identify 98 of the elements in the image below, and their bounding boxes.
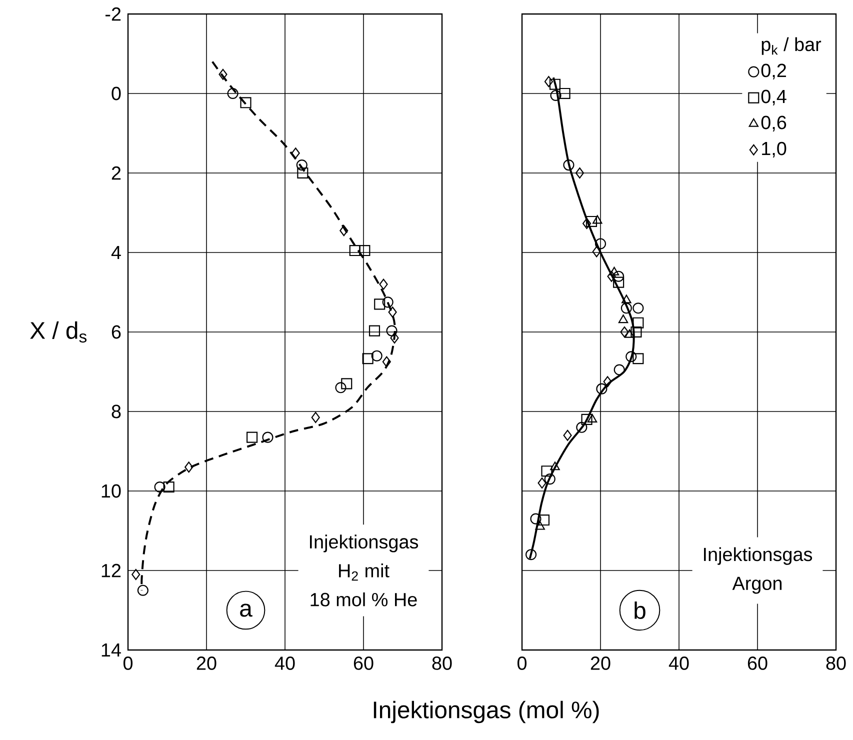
point	[154, 481, 166, 493]
x-tick-label: 20	[196, 656, 216, 670]
point	[379, 278, 388, 290]
point	[246, 432, 258, 443]
y-tick-label: 2	[112, 166, 121, 180]
point	[544, 474, 556, 485]
point	[594, 238, 606, 250]
legend-label: 0,6	[761, 116, 786, 132]
x-tick-label: 60	[748, 656, 768, 670]
point	[559, 88, 570, 100]
point	[340, 225, 348, 236]
point	[359, 244, 370, 256]
legend-label: 0,2	[761, 64, 786, 80]
x-tick-label: 60	[354, 656, 374, 670]
point	[626, 351, 637, 362]
y-tick-label: 0	[112, 86, 121, 100]
point	[382, 296, 394, 308]
point	[607, 270, 616, 282]
x-tick-label: 40	[668, 656, 689, 670]
point	[603, 376, 612, 388]
x-tick-label: 0	[123, 656, 133, 670]
point	[137, 584, 148, 596]
point	[218, 68, 228, 80]
point	[368, 325, 380, 336]
point	[582, 218, 592, 230]
point	[550, 90, 562, 102]
x-tick-label: 40	[274, 656, 295, 670]
point	[240, 97, 252, 108]
point	[544, 76, 553, 88]
point	[586, 216, 598, 228]
point	[613, 270, 624, 282]
point	[622, 294, 632, 304]
annotation: a	[240, 604, 252, 617]
point	[575, 167, 584, 179]
point	[576, 422, 588, 433]
point	[592, 246, 601, 258]
point	[620, 326, 629, 338]
point	[371, 350, 382, 362]
point	[262, 432, 274, 443]
y-tick-label: 10	[102, 484, 121, 498]
annotation: Argon	[732, 576, 782, 594]
point	[297, 167, 308, 179]
y-axis-title: X / d$_{s}$	[30, 321, 87, 343]
annotation: H$_{2}$ mit	[339, 564, 390, 581]
x-tick-label: 80	[826, 656, 846, 670]
point	[563, 160, 574, 171]
annotation: b	[634, 601, 646, 620]
point	[632, 353, 644, 364]
point	[550, 462, 560, 470]
point	[632, 302, 644, 314]
point	[341, 378, 352, 390]
x-axis-title: Injektionsgas (mol %)	[374, 700, 599, 724]
point	[390, 332, 399, 344]
annotation: Injektionsgas	[704, 547, 812, 565]
annotation: 18 mol % He	[310, 592, 417, 606]
point	[382, 356, 391, 368]
point	[386, 325, 398, 336]
point	[538, 514, 550, 526]
legend-label: 1,0	[762, 142, 786, 158]
point	[620, 302, 632, 314]
point	[630, 326, 642, 338]
point	[613, 276, 624, 288]
y-tick-label: -2	[106, 7, 121, 21]
point	[618, 314, 628, 324]
point	[335, 382, 346, 394]
point	[291, 148, 300, 159]
x-tick-label: 0	[517, 656, 527, 670]
point	[132, 568, 140, 580]
point	[592, 215, 602, 224]
x-tick-label: 20	[590, 656, 610, 670]
point	[349, 244, 360, 256]
point	[311, 412, 320, 423]
y-tick-label: 8	[112, 404, 121, 418]
point	[596, 383, 608, 394]
point	[296, 160, 308, 171]
point	[581, 414, 592, 425]
point	[609, 266, 620, 276]
point	[184, 462, 194, 473]
point	[362, 353, 374, 364]
y-tick-label: 6	[112, 325, 121, 339]
point	[549, 78, 561, 90]
point	[388, 306, 397, 318]
annotation: Injektionsgas	[310, 534, 418, 552]
point	[227, 88, 238, 100]
y-tick-label: 14	[102, 643, 121, 657]
y-tick-label: 4	[111, 246, 121, 260]
point	[632, 317, 644, 328]
point	[624, 329, 634, 338]
legend-title: p$_{k}$ / bar	[762, 37, 822, 55]
y-tick-label: 12	[102, 564, 121, 578]
point	[614, 364, 625, 376]
x-tick-label: 80	[432, 656, 452, 670]
point	[374, 298, 386, 310]
point	[563, 430, 572, 441]
point	[587, 414, 598, 422]
point	[526, 549, 537, 560]
legend-label: 0,4	[761, 90, 786, 106]
point	[163, 481, 174, 493]
